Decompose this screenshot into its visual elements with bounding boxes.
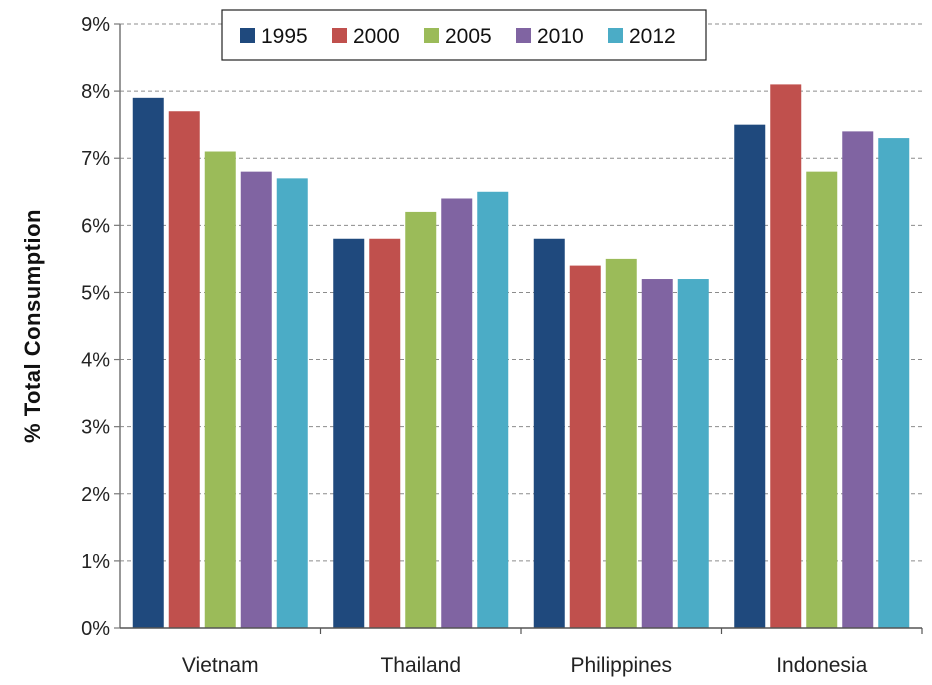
y-tick-label: 6% [81,215,110,237]
bar-thailand-1995 [333,238,365,628]
bar-vietnam-2000 [168,111,200,628]
bar-philippines-2010 [641,279,673,628]
bar-indonesia-1995 [734,124,766,629]
x-tick-labels: Vietnam Thailand Philippines Indonesia [182,628,923,677]
y-tick-label: 4% [81,350,110,372]
bar-indonesia-2012 [878,138,910,629]
legend-swatch [332,28,347,43]
y-tick-label: 9% [81,14,110,36]
y-tick-label: 2% [81,484,110,506]
legend-swatch [516,28,531,43]
y-tick-label: 0% [81,618,110,640]
bar-philippines-2012 [677,279,709,628]
bar-philippines-1995 [533,238,565,628]
y-tick-label: 3% [81,417,110,439]
y-tick-label: 8% [81,81,110,103]
y-tick-label: 5% [81,282,110,304]
bar-philippines-2005 [605,258,637,628]
x-tick-label: Indonesia [776,654,867,677]
bar-indonesia-2000 [770,84,802,628]
legend-label: 2005 [445,25,492,48]
legend-swatch [424,28,439,43]
bar-indonesia-2005 [806,171,838,628]
legend-box [221,9,707,61]
y-axis-title: % Total Consumption [20,209,45,443]
bars [132,84,910,629]
legend-label: 2000 [353,25,400,48]
y-tick-label: 1% [81,551,110,573]
legend-swatch [240,28,255,43]
bar-thailand-2005 [405,211,437,628]
bar-philippines-2000 [569,265,601,628]
bar-vietnam-2005 [204,151,236,628]
bar-vietnam-2010 [240,171,272,628]
legend-label: 2010 [537,25,584,48]
x-tick-label: Vietnam [182,654,259,677]
y-tick-label: 7% [81,148,110,170]
bar-indonesia-2010 [842,131,874,628]
bar-vietnam-2012 [276,178,308,628]
y-tick-labels: 0% 1% 2% 3% 4% 5% 6% 7% 8% 9% [81,14,110,640]
bar-thailand-2000 [369,238,401,628]
bar-thailand-2012 [477,191,509,628]
legend: 1995 2000 2005 2010 2012 [221,9,707,61]
legend-label: 2012 [629,25,676,48]
x-tick-label: Philippines [570,654,672,677]
bar-vietnam-1995 [132,97,164,629]
legend-swatch [608,28,623,43]
bar-thailand-2010 [441,198,473,628]
axes [119,24,922,629]
x-tick-label: Thailand [380,654,461,677]
legend-label: 1995 [261,25,308,48]
